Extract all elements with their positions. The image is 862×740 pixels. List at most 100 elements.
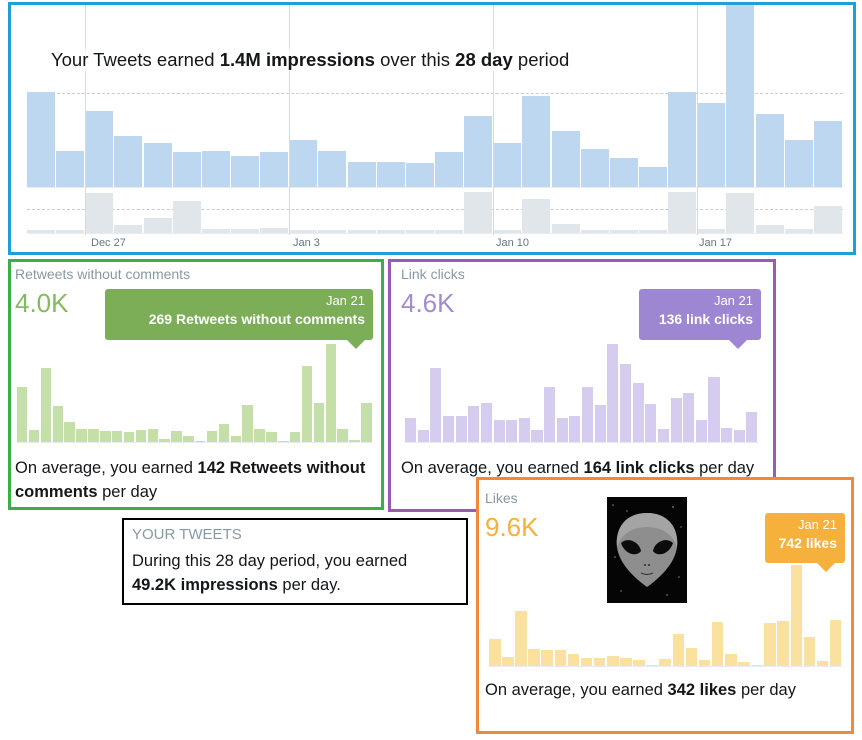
likes-bar [541,649,553,666]
engagement-bar [609,230,638,233]
impression-bar [639,166,667,187]
retweets-bar [135,430,147,442]
link-clicks-bar [531,430,543,442]
impression-bar [668,92,697,187]
engagement-bar [755,224,784,233]
date-label-jan-3: Jan 3 [293,237,320,249]
retweets-bar [40,367,52,442]
impression-bar [697,103,726,187]
impression-bar [347,161,376,187]
week-divider [289,5,291,235]
retweets-bar [17,387,28,442]
engagement-bar [639,230,667,233]
link-clicks-bars [405,344,759,443]
retweets-bar [206,431,218,442]
likes-bar [738,661,750,666]
alien-icon [607,497,687,603]
engagement-bar [376,230,405,233]
impression-bar [493,143,522,187]
retweets-bar [325,344,336,442]
likes-bar [607,655,619,666]
link-clicks-bar [468,405,480,442]
retweets-bar [230,436,242,442]
engagement-bar [56,230,85,233]
link-clicks-bar [645,403,657,442]
link-clicks-bar [582,387,594,442]
link-clicks-bar [493,420,505,442]
chart-baseline [17,442,373,443]
engagement-bar [347,230,376,233]
impression-bar [27,92,55,187]
week-divider [697,5,699,235]
link-clicks-bar [708,377,720,442]
likes-bar [580,657,593,666]
retweets-bar [147,429,158,442]
retweets-bar [159,439,170,442]
date-label-jan-17: Jan 17 [699,237,733,249]
likes-bar [502,656,514,666]
engagement-bar [580,230,609,233]
impression-bar [201,150,230,187]
likes-bar [593,657,606,666]
chart-baseline [405,442,759,443]
impression-bar [609,157,638,187]
impression-bar [784,139,813,187]
retweets-bar [361,402,372,442]
average-text: On average, you earned 164 link clicks p… [401,459,755,477]
link-clicks-bar [632,383,644,442]
likes-panel: Likes 9.6K Jan 21 742 likes On average, … [476,477,854,734]
link-clicks-bar [670,397,682,442]
retweets-panel: Retweets without comments 4.0K Jan 21 26… [8,259,384,510]
retweets-bar [254,429,265,442]
likes-bar [646,664,658,666]
engagement-bar [260,227,289,233]
retweets-bar [301,365,313,442]
engagement-bar [201,229,230,233]
retweets-bar [64,422,75,442]
engagement-bar [668,192,697,233]
panel-title: Likes [485,490,518,506]
impression-bar [172,152,201,187]
impression-bar [56,150,85,187]
impression-bar [231,156,259,187]
likes-bar [803,637,816,666]
likes-bar [816,660,829,666]
week-divider [85,5,87,235]
engagement-bar [464,192,493,233]
retweets-bar [313,402,325,442]
panel-title: Link clicks [401,266,465,282]
impression-bar [435,152,463,187]
engagement-bar [85,192,114,233]
link-clicks-bar [657,429,669,442]
tooltip: Jan 21 742 likes [765,513,845,572]
retweets-bar [242,404,253,442]
retweets-bar [337,429,348,442]
retweets-bar [100,431,111,442]
impression-bar [405,163,434,187]
engagement-bar [231,229,259,233]
link-clicks-bar [442,415,455,442]
likes-bar [567,653,580,666]
link-clicks-bar [721,428,733,442]
impressions-panel: Your Tweets earned 1.4M impressions over… [8,2,856,255]
likes-total: 9.6K [485,512,539,542]
engagement-bar [697,229,726,233]
summary-text: During this 28 day period, you earned 49… [132,552,408,594]
impression-bar [318,150,347,187]
link-clicks-total: 4.6K [401,288,455,318]
engagement-bar [522,198,551,233]
link-clicks-bar [544,387,556,442]
impression-bar [114,136,143,187]
link-clicks-bar [506,420,518,442]
retweets-bar [183,436,194,442]
average-text: On average, you earned 142 Retweets with… [15,459,366,501]
retweets-total: 4.0K [15,288,69,318]
chart-baseline [27,233,843,234]
impression-bar [755,114,784,187]
retweets-bar [171,431,182,442]
likes-bar [790,565,803,666]
likes-bar [672,634,685,666]
link-clicks-bar [417,430,429,442]
impression-bar [85,110,114,187]
retweets-bar [88,429,99,442]
